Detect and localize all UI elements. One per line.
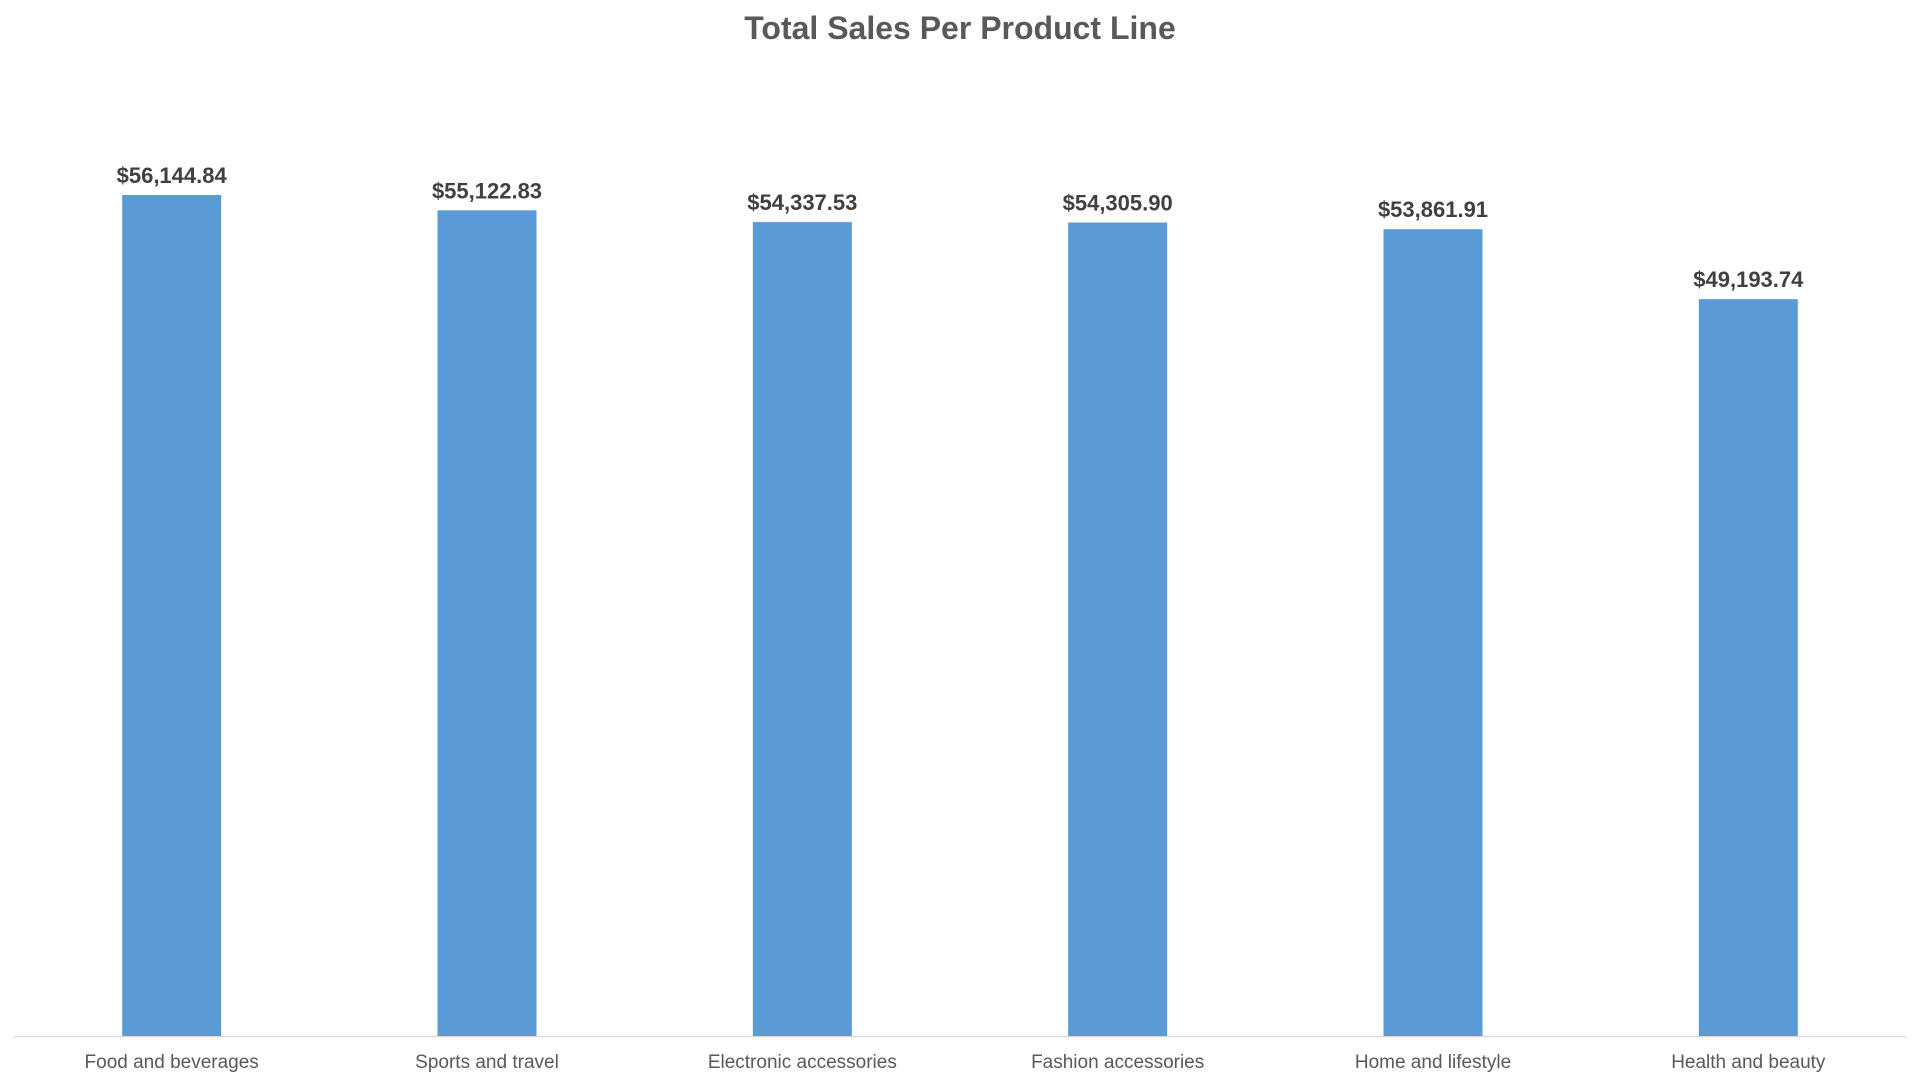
bar-2 (752, 222, 852, 1036)
x-tick-label-2: Electronic accessories (708, 1052, 897, 1073)
bar-5 (1698, 299, 1798, 1036)
x-tick-labels-group: Food and beverages Sports and travel Elect… (85, 1052, 1826, 1073)
data-label-2: $54,337.53 (747, 190, 857, 215)
data-label-1: $55,122.83 (432, 178, 542, 203)
bar-3 (1068, 222, 1168, 1036)
bar-4 (1383, 229, 1483, 1036)
x-tick-label-5: Health and beauty (1671, 1052, 1826, 1073)
data-labels-group: $56,144.84 $55,122.83 $54,337.53 $54,305.90… (117, 163, 1805, 292)
x-tick-label-3: Fashion accessories (1031, 1052, 1204, 1073)
x-tick-label-0: Food and beverages (85, 1052, 259, 1073)
data-label-3: $54,305.90 (1063, 191, 1173, 216)
data-label-5: $49,193.74 (1693, 267, 1804, 292)
data-label-0: $56,144.84 (117, 163, 228, 188)
bars-group (122, 195, 1798, 1036)
data-label-4: $53,861.91 (1378, 197, 1488, 222)
bar-0 (122, 195, 222, 1036)
bar-1 (437, 210, 537, 1036)
x-tick-label-4: Home and lifestyle (1355, 1052, 1511, 1073)
x-tick-label-1: Sports and travel (415, 1052, 559, 1073)
chart-title: Total Sales Per Product Line (744, 10, 1176, 46)
